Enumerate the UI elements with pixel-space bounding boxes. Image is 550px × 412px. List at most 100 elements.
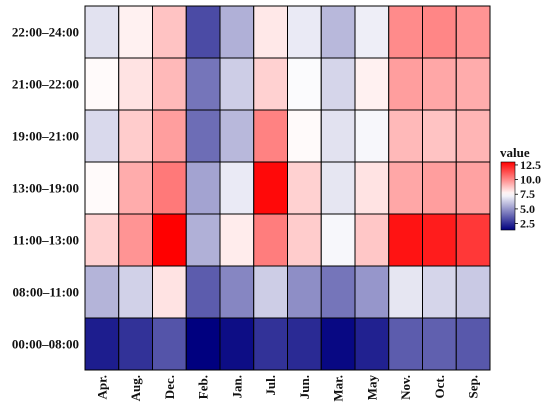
heatmap-cell xyxy=(84,265,120,319)
x-tick-label: Dec. xyxy=(162,375,177,399)
legend-tick-label: 7.5 xyxy=(520,187,535,201)
heatmap-cell xyxy=(388,161,423,215)
heatmap-cell xyxy=(253,57,288,111)
heatmap-cell xyxy=(253,213,288,267)
heatmap-cell xyxy=(185,317,221,371)
y-tick-label: 19:00–21:00 xyxy=(12,129,79,144)
heatmap-cell xyxy=(152,265,187,319)
heatmap-cell xyxy=(320,57,356,111)
heatmap-cell xyxy=(219,317,255,371)
heatmap-cell xyxy=(219,213,255,267)
legend-title: value xyxy=(500,145,530,160)
heatmap-cell xyxy=(354,5,390,59)
heatmap-cell xyxy=(118,109,153,163)
heatmap-cell xyxy=(185,161,221,215)
heatmap-cell xyxy=(152,317,187,371)
color-legend: value 12.510.07.55.02.5 xyxy=(500,145,541,231)
heatmap-cell xyxy=(287,317,322,371)
heatmap-cell xyxy=(287,109,322,163)
heatmap-cell xyxy=(219,265,255,319)
heatmap-cell xyxy=(253,5,288,59)
y-tick-label: 11:00–13:00 xyxy=(13,233,79,248)
heatmap-cell xyxy=(354,109,390,163)
heatmap-cell xyxy=(354,57,390,111)
heatmap-cell xyxy=(287,5,322,59)
heatmap-cell xyxy=(152,109,187,163)
heatmap-cell xyxy=(84,317,120,371)
heatmap-cell xyxy=(219,5,255,59)
heatmap-cell xyxy=(287,161,322,215)
heatmap-cell xyxy=(118,213,153,267)
heatmap-cell xyxy=(253,317,288,371)
legend-tick-label: 12.5 xyxy=(520,158,541,172)
y-axis-labels: 22:00–24:00 21:00–22:00 19:00–21:00 13:00–1… xyxy=(12,25,79,352)
heatmap-cell xyxy=(455,213,491,267)
heatmap-cell xyxy=(388,5,423,59)
heatmap-cell xyxy=(253,161,288,215)
heatmap-cell xyxy=(422,57,457,111)
heatmap-cell xyxy=(185,213,221,267)
heatmap-cell xyxy=(320,161,356,215)
x-tick-label: Jan. xyxy=(229,375,244,398)
heatmap-cells xyxy=(84,5,491,371)
heatmap-cell xyxy=(118,161,153,215)
heatmap-cell xyxy=(287,213,322,267)
heatmap-cell xyxy=(84,213,120,267)
heatmap-cell xyxy=(422,161,457,215)
heatmap-cell xyxy=(320,5,356,59)
heatmap-cell xyxy=(185,265,221,319)
heatmap-cell xyxy=(185,57,221,111)
heatmap-cell xyxy=(422,109,457,163)
heatmap-cell xyxy=(152,57,187,111)
heatmap-cell xyxy=(253,109,288,163)
x-tick-label: Oct. xyxy=(432,375,447,398)
heatmap-cell xyxy=(287,265,322,319)
heatmap-cell xyxy=(320,213,356,267)
heatmap-cell xyxy=(388,213,423,267)
heatmap-cell xyxy=(422,213,457,267)
heatmap-cell xyxy=(455,109,491,163)
heatmap-cell xyxy=(388,317,423,371)
heatmap-cell xyxy=(320,317,356,371)
heatmap-cell xyxy=(354,317,390,371)
heatmap-cell xyxy=(455,57,491,111)
x-tick-label: Sep. xyxy=(466,375,481,398)
y-tick-label: 22:00–24:00 xyxy=(12,25,79,40)
x-tick-label: Feb. xyxy=(196,375,211,399)
heatmap-cell xyxy=(422,5,457,59)
heatmap-cell xyxy=(422,265,457,319)
heatmap-cell xyxy=(455,5,491,59)
heatmap-cell xyxy=(455,317,491,371)
heatmap-cell xyxy=(84,161,120,215)
heatmap-cell xyxy=(388,57,423,111)
x-tick-label: Apr. xyxy=(94,375,109,399)
heatmap-cell xyxy=(152,213,187,267)
x-axis-labels: Apr. Aug. Dec. Feb. Jan. Jul. Jun. Mar. May Nov. O… xyxy=(94,375,480,402)
x-tick-label: Mar. xyxy=(331,375,346,402)
heatmap-cell xyxy=(84,109,120,163)
y-tick-label: 08:00–11:00 xyxy=(13,285,79,300)
heatmap-cell xyxy=(84,5,120,59)
x-tick-label: Aug. xyxy=(128,375,143,401)
heatmap-cell xyxy=(185,109,221,163)
x-tick-label: Nov. xyxy=(398,375,413,400)
heatmap-cell xyxy=(253,265,288,319)
heatmap-cell xyxy=(388,109,423,163)
x-tick-label: May xyxy=(364,375,379,401)
heatmap-cell xyxy=(118,57,153,111)
y-tick-label: 13:00–19:00 xyxy=(12,181,79,196)
heatmap-cell xyxy=(354,213,390,267)
heatmap-cell xyxy=(388,265,423,319)
y-tick-label: 21:00–22:00 xyxy=(12,77,79,92)
y-tick-label: 00:00–08:00 xyxy=(12,337,79,352)
heatmap-cell xyxy=(219,161,255,215)
heatmap-cell xyxy=(219,57,255,111)
heatmap-cell xyxy=(152,161,187,215)
legend-tick-label: 10.0 xyxy=(520,173,541,187)
heatmap-cell xyxy=(287,57,322,111)
heatmap-cell xyxy=(354,161,390,215)
x-tick-label: Jun. xyxy=(297,375,312,399)
legend-tick-label: 5.0 xyxy=(520,202,535,216)
heatmap-cell xyxy=(84,57,120,111)
